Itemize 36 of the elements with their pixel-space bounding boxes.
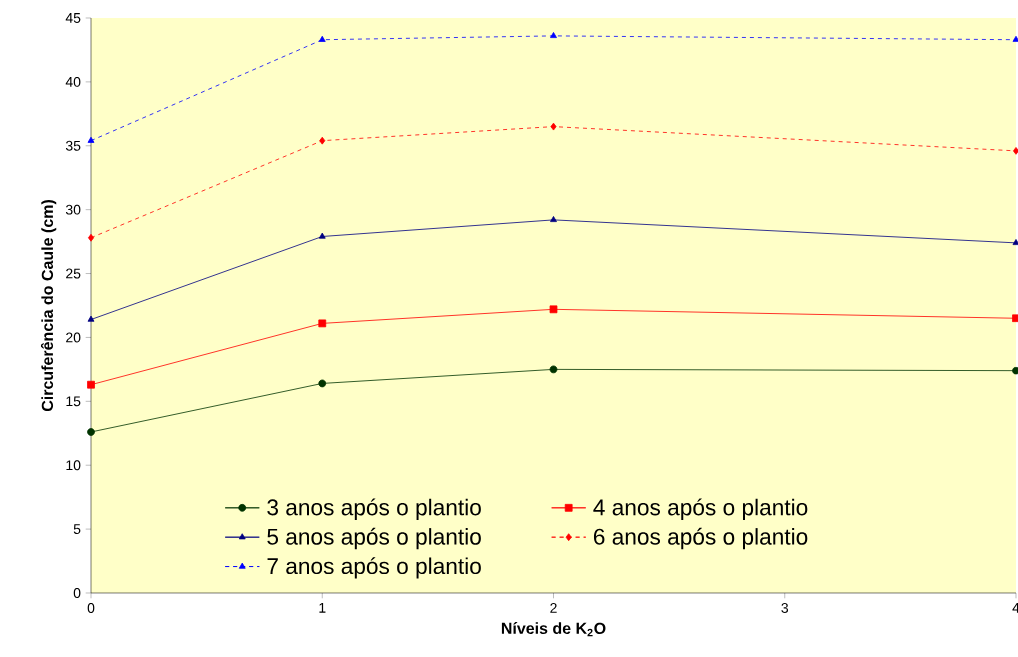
point bbox=[550, 32, 557, 39]
legend-label: 3 anos após o plantio bbox=[267, 498, 481, 520]
x-tick-label: 2 bbox=[550, 603, 557, 613]
y-axis-title: Circuferência do Caule (cm) bbox=[40, 200, 57, 412]
point bbox=[318, 232, 326, 239]
point bbox=[549, 365, 558, 374]
y-tick-label: 5 bbox=[73, 524, 81, 534]
point bbox=[549, 305, 558, 314]
x-tick-label: 3 bbox=[781, 603, 789, 613]
point bbox=[550, 122, 557, 131]
y-tick-label: 20 bbox=[66, 332, 81, 343]
y-tick-label: 25 bbox=[66, 268, 81, 279]
point bbox=[318, 35, 326, 42]
point bbox=[319, 136, 326, 145]
point bbox=[87, 136, 95, 143]
point bbox=[318, 379, 327, 388]
point bbox=[318, 319, 327, 328]
point bbox=[87, 315, 95, 322]
y-tick-label: 15 bbox=[66, 396, 81, 407]
point bbox=[88, 233, 95, 242]
y-tick-label: 35 bbox=[65, 140, 81, 151]
legend-label: 4 anos após o plantio bbox=[593, 498, 808, 520]
y-tick-label: 10 bbox=[66, 460, 81, 471]
x-tick-label: 1 bbox=[319, 603, 326, 613]
legend-label: 5 anos após o plantio bbox=[267, 527, 481, 550]
legend-label: 7 anos após o plantio bbox=[267, 557, 481, 579]
y-tick-label: 45 bbox=[65, 13, 81, 23]
point bbox=[87, 380, 95, 389]
legend-label: 6 anos após o plantio bbox=[593, 527, 808, 550]
x-axis-title: Níveis de K$_{2}$O bbox=[501, 622, 606, 637]
point bbox=[550, 216, 557, 223]
y-tick-label: 40 bbox=[65, 76, 81, 87]
y-tick-label: 30 bbox=[65, 204, 81, 215]
point bbox=[87, 428, 95, 436]
y-tick-label: 0 bbox=[73, 588, 81, 598]
x-tick-label: 0 bbox=[87, 603, 95, 613]
